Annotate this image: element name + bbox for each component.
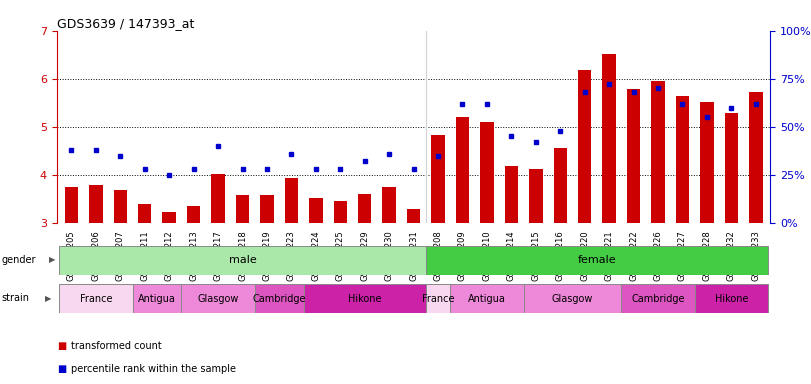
Bar [426, 284, 450, 313]
Bar [603, 54, 616, 223]
Bar [236, 195, 249, 223]
Bar [309, 198, 323, 223]
Bar [651, 81, 665, 223]
Bar [65, 187, 78, 223]
Bar [255, 284, 303, 313]
Bar [333, 201, 347, 223]
Bar [303, 284, 426, 313]
Bar [114, 190, 127, 223]
Bar [749, 92, 762, 223]
Text: percentile rank within the sample: percentile rank within the sample [71, 364, 236, 374]
Bar [480, 122, 494, 223]
Bar [426, 246, 768, 275]
Bar [260, 195, 273, 223]
Text: ■: ■ [57, 341, 66, 351]
Bar [554, 148, 567, 223]
Bar [138, 205, 152, 223]
Text: female: female [577, 255, 616, 265]
Bar [456, 117, 470, 223]
Text: ▶: ▶ [49, 255, 55, 265]
Text: gender: gender [2, 255, 36, 265]
Bar [676, 96, 689, 223]
Bar [59, 284, 132, 313]
Bar [358, 194, 371, 223]
Text: Cambridge: Cambridge [631, 293, 684, 304]
Text: transformed count: transformed count [71, 341, 162, 351]
Bar [407, 209, 420, 223]
Text: Hikone: Hikone [714, 293, 748, 304]
Bar [504, 166, 518, 223]
Bar [578, 70, 591, 223]
Text: Antigua: Antigua [468, 293, 506, 304]
Text: GDS3639 / 147393_at: GDS3639 / 147393_at [57, 17, 194, 30]
Bar [187, 206, 200, 223]
Text: strain: strain [2, 293, 30, 303]
Bar [59, 246, 426, 275]
Bar [162, 212, 176, 223]
Text: Glasgow: Glasgow [197, 293, 238, 304]
Text: France: France [79, 293, 112, 304]
Text: Antigua: Antigua [138, 293, 176, 304]
Text: Hikone: Hikone [348, 293, 381, 304]
Bar [450, 284, 524, 313]
Bar [182, 284, 255, 313]
Text: ▶: ▶ [45, 294, 51, 303]
Bar [621, 284, 695, 313]
Text: male: male [229, 255, 256, 265]
Bar [89, 185, 103, 223]
Bar [627, 89, 641, 223]
Text: Cambridge: Cambridge [252, 293, 306, 304]
Bar [383, 187, 396, 223]
Text: Glasgow: Glasgow [551, 293, 593, 304]
Text: France: France [422, 293, 454, 304]
Bar [724, 113, 738, 223]
Bar [132, 284, 182, 313]
Text: ■: ■ [57, 364, 66, 374]
Bar [700, 102, 714, 223]
Bar [524, 284, 621, 313]
Bar [529, 169, 543, 223]
Bar [431, 136, 444, 223]
Bar [285, 178, 298, 223]
Bar [695, 284, 768, 313]
Bar [212, 174, 225, 223]
